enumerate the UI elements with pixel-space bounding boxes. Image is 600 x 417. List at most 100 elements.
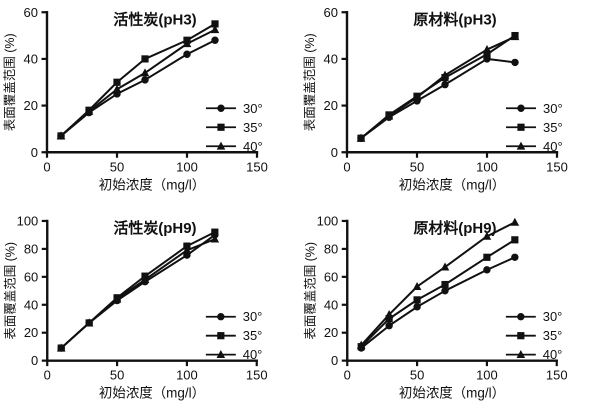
series-40°-triangle-marker (440, 262, 450, 271)
series-40°-triangle-marker (482, 231, 492, 240)
x-tick-label: 0 (43, 159, 50, 174)
y-tick-label: 80 (24, 241, 38, 256)
y-ticks: 0 20 40 60 (324, 5, 347, 160)
x-tick-label: 0 (343, 159, 350, 174)
y-tick-label: 0 (331, 353, 338, 368)
series-35°-square-marker (483, 253, 491, 261)
series-30°-line (60, 39, 216, 137)
series-40°-triangle-marker (384, 111, 394, 120)
x-tick-label: 0 (344, 368, 351, 383)
y-tick-label: 80 (324, 241, 338, 256)
series-35°-square-marker (141, 55, 149, 63)
x-axis-label: 初始浓度（mg/l） (399, 386, 505, 401)
series-40° (56, 25, 220, 140)
y-axis-label: 表面覆盖范围 (%) (3, 33, 17, 131)
series-40°-line (360, 221, 516, 346)
legend-30°-circle-marker (217, 313, 225, 321)
legend-40°-triangle-marker (516, 350, 526, 359)
series-30° (357, 55, 519, 142)
series-40°-triangle-marker (84, 318, 94, 327)
legend-30°-circle-marker (217, 104, 225, 112)
y-ticks: 0 20 40 60 80 100 (317, 213, 348, 368)
x-ticks: 0 50 100 150 (343, 152, 568, 174)
series-30°-circle-marker (511, 58, 519, 67)
series-40°-triangle-marker (56, 131, 66, 140)
y-tick-label: 40 (24, 51, 38, 66)
series-40°-line (60, 238, 216, 349)
series-40°-triangle-marker (210, 234, 220, 243)
chart-activated-carbon-ph3: 0 50 100 150 0 20 40 60 活性炭(pH3) 初始浓度（mg/l） 表面覆盖范围… (0, 0, 300, 209)
legend-35°-square-marker (217, 332, 225, 340)
series-30° (57, 36, 219, 140)
legend-40°-triangle-marker (516, 141, 526, 150)
series-40°-triangle-marker (412, 282, 422, 291)
series-40°-triangle-marker (210, 25, 220, 34)
chart-activated-carbon-ph9: 0 50 100 150 0 20 40 60 80 100 活性炭(pH9) 初始浓度（mg/l） 表… (0, 209, 300, 417)
series-40° (356, 32, 520, 142)
axes (46, 219, 258, 362)
series-30°-line (360, 256, 516, 349)
series-35°-square-marker (413, 296, 421, 304)
y-tick-label: 60 (324, 5, 338, 20)
activated-carbon-ph3-svg: 0 50 100 150 0 20 40 60 活性炭(pH3) 初始浓度（mg/l） 表面覆盖范围… (3, 5, 268, 193)
legend: 30° 35° 40° (205, 309, 263, 362)
series-35°-square-marker (211, 228, 219, 236)
y-tick-label: 60 (24, 269, 38, 284)
legend-label: 30° (543, 309, 563, 324)
x-ticks: 0 50 100 150 (43, 152, 268, 174)
legend: 30° 35° 40° (206, 101, 263, 154)
series-40°-triangle-marker (84, 106, 94, 115)
y-tick-label: 100 (317, 213, 339, 228)
x-ticks: 0 50 100 150 (344, 360, 568, 383)
series-40°-triangle-marker (56, 343, 66, 352)
x-tick-label: 50 (410, 159, 424, 174)
series-35° (357, 31, 519, 142)
x-axis-label: 初始浓度（mg/l） (99, 176, 206, 192)
legend-30°-circle-marker (517, 104, 525, 112)
x-ticks: 0 50 100 150 (44, 360, 268, 383)
activated-carbon-ph9-svg: 0 50 100 150 0 20 40 60 80 100 活性炭(pH9) 初始浓度（mg/l） 表… (3, 213, 268, 401)
x-tick-label: 150 (246, 368, 268, 383)
chart-title: 原材料(pH9) (413, 219, 496, 237)
series-30°-circle-marker (141, 76, 149, 84)
chart-raw-material-ph3: 0 50 100 150 0 20 40 60 原材料(pH3) 初始浓度（mg/l） 表面覆盖范围… (300, 0, 600, 209)
series-40° (56, 234, 220, 352)
axes (346, 219, 558, 362)
y-tick-label: 20 (324, 98, 338, 113)
x-tick-label: 150 (546, 368, 568, 383)
series-30°-circle-marker (211, 36, 219, 44)
legend-label: 35° (243, 328, 263, 343)
series-35°-square-marker (113, 78, 121, 86)
x-tick-label: 150 (246, 159, 268, 174)
series-30°-line (360, 57, 516, 140)
series-35°-line (60, 231, 216, 349)
legend-label: 40° (543, 139, 563, 154)
series-40°-triangle-marker (112, 294, 122, 303)
legend-label: 35° (543, 328, 563, 343)
x-tick-label: 50 (410, 368, 424, 383)
axes (45, 11, 259, 154)
series-40°-line (360, 35, 516, 140)
legend-label: 30° (243, 101, 263, 116)
y-tick-label: 40 (24, 297, 38, 312)
legend-label: 35° (243, 120, 263, 135)
series-30°-circle-marker (441, 287, 449, 295)
y-axis-label: 表面覆盖范围 (%) (3, 242, 17, 340)
legend-30°-circle-marker (517, 313, 525, 321)
x-tick-label: 150 (546, 159, 568, 174)
series-35°-square-marker (483, 50, 491, 58)
x-axis-label: 初始浓度（mg/l） (99, 386, 205, 401)
x-tick-label: 50 (110, 368, 124, 383)
y-tick-label: 0 (31, 145, 38, 160)
legend-40°-triangle-marker (216, 350, 226, 359)
y-tick-label: 20 (24, 98, 38, 113)
legend-label: 40° (543, 347, 563, 362)
series-35°-square-marker (511, 236, 519, 244)
y-axis-label: 表面覆盖范围 (%) (303, 242, 317, 340)
series-35°-square-marker (441, 280, 449, 289)
series-40°-triangle-marker (510, 217, 520, 226)
chart-title: 活性炭(pH3) (113, 10, 196, 28)
y-tick-label: 60 (324, 269, 338, 284)
series-40°-triangle-marker (112, 84, 122, 93)
